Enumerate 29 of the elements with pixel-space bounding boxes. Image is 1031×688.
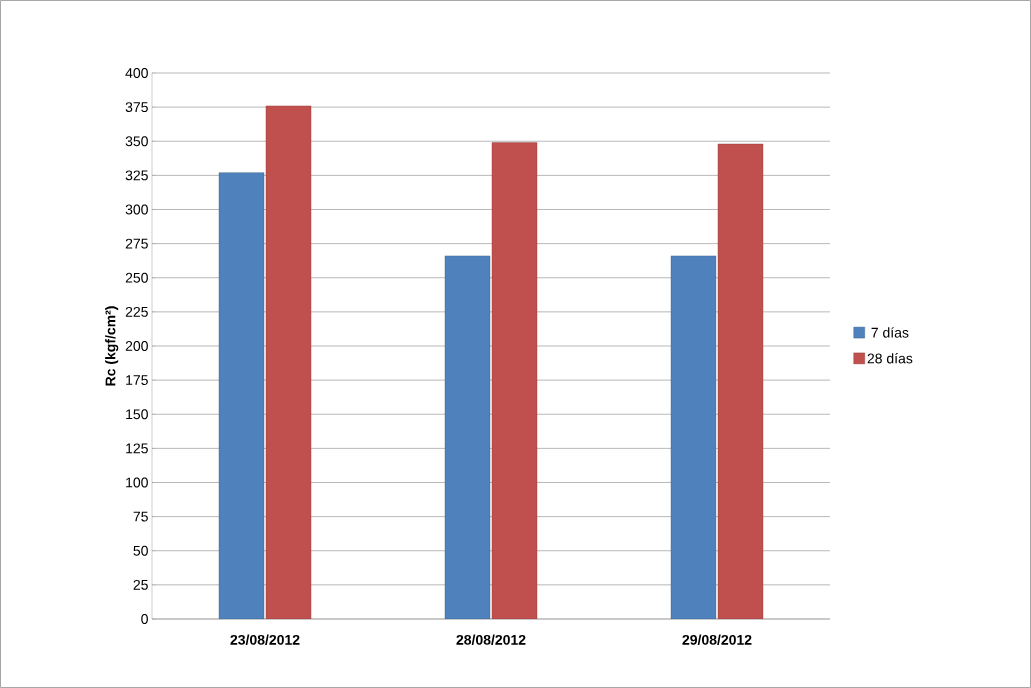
y-tick-label: 0 [141, 614, 148, 624]
bar [218, 172, 265, 619]
y-axis-title: Rc (kgf/cm²) [105, 306, 119, 386]
y-tick-label: 25 [133, 579, 148, 590]
y-tick-label: 200 [125, 341, 148, 351]
y-tick-label: 250 [125, 272, 148, 283]
x-tick-label: 28/08/2012 [456, 634, 526, 645]
y-tick-label: 275 [125, 238, 148, 249]
y-tick-label: 150 [126, 409, 148, 420]
legend-label: 7 días [871, 327, 909, 338]
y-tick-label: 50 [133, 545, 148, 556]
y-tick-label: 225 [125, 306, 148, 317]
x-tick-label: 29/08/2012 [682, 634, 752, 645]
bar [717, 143, 764, 619]
y-tick-label: 400 [125, 68, 148, 78]
y-tick-label: 100 [126, 477, 148, 488]
y-tick-label: 75 [133, 511, 148, 522]
bar [670, 255, 717, 619]
y-tick-label: 300 [125, 204, 148, 215]
y-tick-label: 350 [125, 136, 148, 147]
bar [491, 142, 538, 619]
y-tick-label: 125 [126, 443, 148, 454]
bar [265, 105, 312, 619]
legend-label: 28 días [867, 352, 913, 364]
y-tick-label: 175 [126, 375, 148, 385]
y-tick-label: 375 [125, 102, 148, 113]
y-tick-label: 325 [125, 170, 148, 181]
bar [444, 255, 491, 619]
x-tick-label: 23/08/2012 [230, 634, 300, 645]
